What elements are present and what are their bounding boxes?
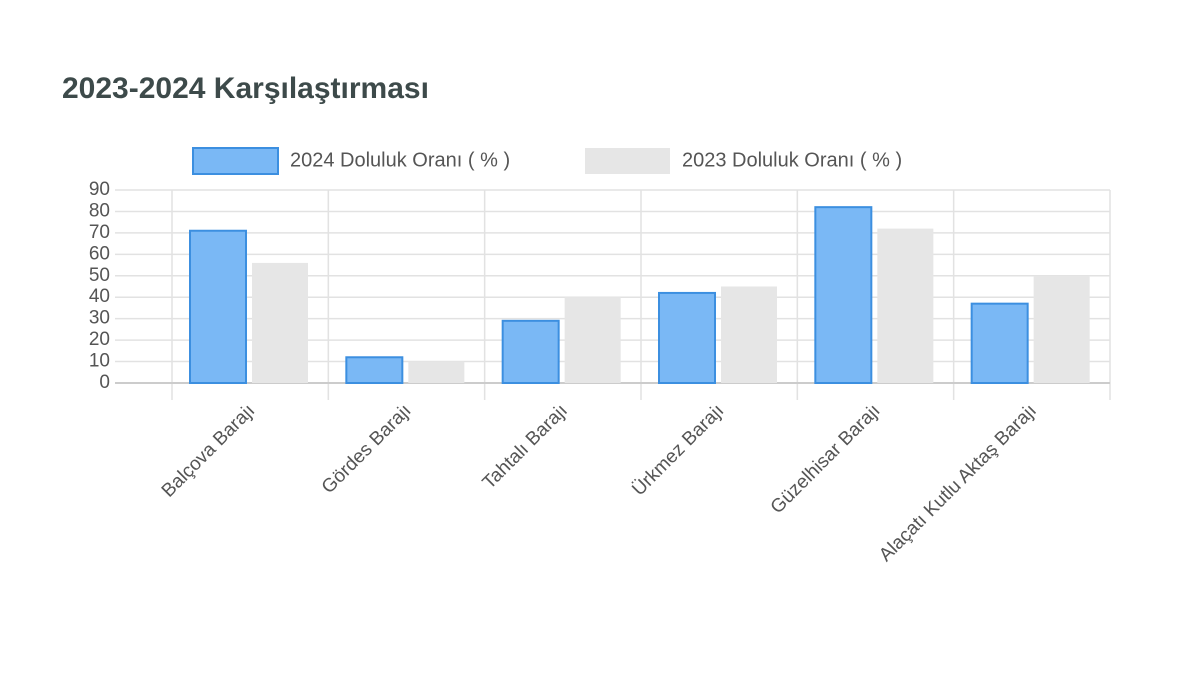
legend-swatch <box>192 147 279 175</box>
bar <box>658 291 716 384</box>
y-tick-label: 20 <box>89 329 110 350</box>
y-tick-label: 50 <box>89 265 110 286</box>
bar <box>970 302 1029 384</box>
x-tick-label: Güzelhisar Barajı <box>767 400 885 518</box>
y-tick-label: 60 <box>89 243 110 264</box>
bar <box>501 319 560 384</box>
bar <box>721 286 777 383</box>
x-tick-label: Ürkmez Barajı <box>628 400 728 500</box>
x-tick-label: Gördes Barajı <box>318 400 416 498</box>
y-tick-label: 80 <box>89 200 110 221</box>
chart-title: 2023-2024 Karşılaştırması <box>62 72 429 105</box>
x-tick-label: Alaçatı Kutlu Aktaş Barajı <box>875 400 1041 566</box>
bar <box>189 229 247 384</box>
x-tick-label: Balçova Barajı <box>158 400 259 501</box>
legend-swatch <box>585 148 670 174</box>
y-tick-label: 10 <box>89 351 110 372</box>
bar <box>1033 275 1090 383</box>
y-tick-label: 30 <box>89 308 110 329</box>
x-tick-label: Tahtalı Barajı <box>479 400 572 493</box>
bar <box>877 228 934 383</box>
bar <box>814 206 873 384</box>
legend-label: 2023 Doluluk Oranı ( % ) <box>682 149 902 171</box>
y-tick-label: 0 <box>99 372 110 393</box>
bar <box>408 361 465 383</box>
bar <box>564 297 621 383</box>
y-tick-label: 40 <box>89 286 110 307</box>
y-tick-label: 70 <box>89 222 110 243</box>
y-tick-label: 90 <box>89 179 110 200</box>
bar <box>345 356 404 384</box>
bar <box>252 262 308 383</box>
legend-label: 2024 Doluluk Oranı ( % ) <box>290 149 510 171</box>
